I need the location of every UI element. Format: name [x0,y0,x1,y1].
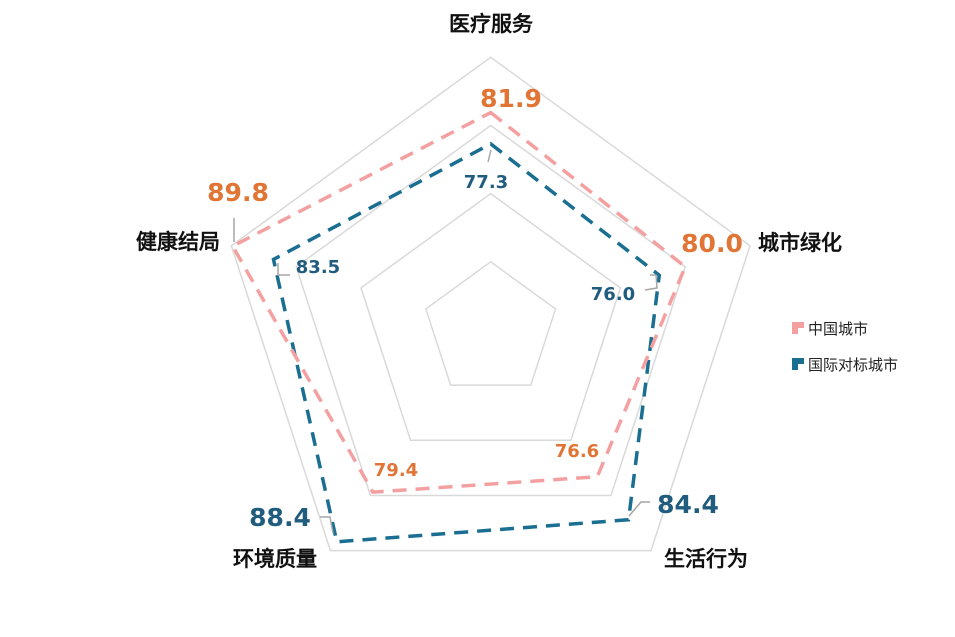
data-label: 89.8 [207,178,269,207]
data-label: 81.9 [480,84,542,113]
data-label: 84.4 [657,490,719,519]
legend-swatch-icon [792,358,804,370]
axis-label: 医疗服务 [449,12,534,36]
data-label: 76.0 [591,284,635,305]
leader-line [628,501,650,517]
leader-line [277,263,290,276]
grid-ring [424,260,557,386]
legend-item-china[interactable]: 中国城市 [792,318,898,338]
series-line[interactable] [230,110,688,494]
leader-line [644,274,658,291]
series-line[interactable] [271,141,662,544]
data-label: 76.6 [555,441,599,462]
data-label: 88.4 [249,503,311,532]
axis-label: 健康结局 [136,230,220,254]
radar-series [230,110,688,544]
radar-grid [230,56,751,552]
leader-line [320,516,334,534]
data-labels: 81.9 80.0 76.6 79.4 89.8 77.3 76.0 84.4 88.4 83.5 [207,84,743,534]
data-label: 83.5 [296,257,340,278]
axis-label: 环境质量 [233,547,317,571]
legend-item-international[interactable]: 国际对标城市 [792,354,898,374]
legend: 中国城市 国际对标城市 [792,318,898,390]
legend-label: 国际对标城市 [808,355,899,374]
grid-ring [360,192,622,442]
data-label: 79.4 [374,460,418,481]
legend-swatch-icon [792,322,804,334]
data-label: 77.3 [464,172,508,193]
leader-line [487,149,492,163]
data-label: 80.0 [681,229,743,258]
axis-label: 城市绿化 [758,231,842,255]
axis-label: 生活行为 [664,547,748,571]
grid-ring [230,56,751,552]
legend-label: 中国城市 [808,319,869,338]
